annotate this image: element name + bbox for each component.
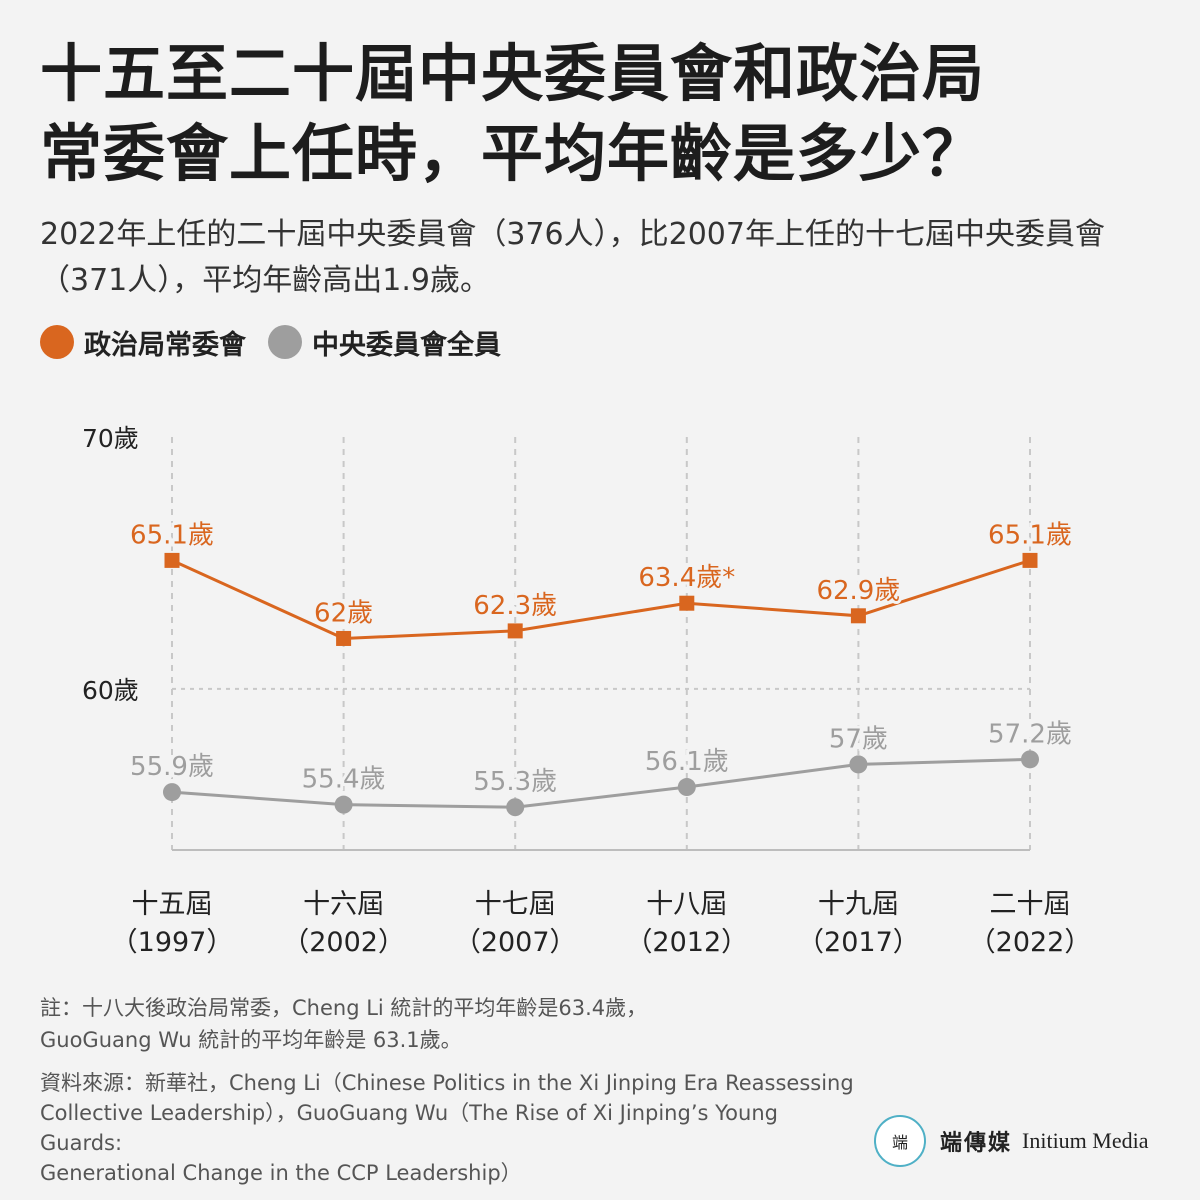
brand-name-en: Initium Media — [1022, 1128, 1149, 1153]
legend-label: 政治局常委會 — [84, 329, 246, 361]
data-label: 57歲 — [829, 724, 888, 754]
chart-subtitle: 2022年上任的二十屆中央委員會（376人），比2007年上任的十七屆中央委員會… — [40, 217, 1105, 298]
title-line-1: 十五至二十屆中央委員會和政治局 — [40, 37, 986, 110]
x-tick-label: 十九屆 — [818, 889, 899, 920]
data-point-marker — [677, 778, 696, 797]
brand: 端 端傳媒 Initium Media — [874, 1115, 1149, 1167]
footnote-line: GuoGuang Wu 統計的平均年齡是 63.1歲。 — [40, 1028, 462, 1052]
series-line — [171, 558, 1031, 640]
source-line: 資料來源：新華社，Cheng Li（Chinese Politics in th… — [40, 1071, 854, 1095]
data-point-marker — [849, 755, 868, 774]
data-label: 62.3歲 — [473, 591, 557, 621]
data-point-marker — [850, 608, 866, 624]
data-point-marker — [336, 630, 352, 646]
x-tick-label-year: （2022） — [969, 927, 1092, 958]
chart-title: 十五至二十屆中央委員會和政治局 常委會上任時，平均年齡是多少？ — [40, 34, 1160, 194]
series-line — [171, 757, 1031, 809]
legend-item-standing-committee: 政治局常委會 — [40, 323, 246, 362]
x-tick-label-year: （2002） — [282, 927, 405, 958]
data-label: 55.3歲 — [473, 767, 557, 797]
legend-dot-orange — [40, 325, 74, 359]
source-line: Generational Change in the CCP Leadershi… — [40, 1161, 522, 1185]
data-point-marker — [163, 783, 181, 802]
x-tick-label: 十八屆 — [646, 889, 727, 920]
footnote-line: 註：十八大後政治局常委，Cheng Li 統計的平均年齡是63.4歲， — [40, 996, 648, 1020]
source-note: 資料來源：新華社，Cheng Li（Chinese Politics in th… — [40, 1068, 860, 1188]
data-point-marker — [334, 795, 353, 814]
data-point-marker — [1021, 750, 1039, 769]
data-point-marker — [679, 595, 695, 611]
legend: 政治局常委會 中央委員會全員 — [40, 322, 523, 362]
x-tick-label: 十七屆 — [475, 889, 556, 920]
footnote: 註：十八大後政治局常委，Cheng Li 統計的平均年齡是63.4歲， GuoG… — [40, 992, 840, 1056]
data-label: 55.4歲 — [302, 765, 386, 795]
data-point-marker — [1022, 552, 1038, 568]
legend-label: 中央委員會全員 — [312, 329, 501, 361]
x-tick-label-year: （2012） — [625, 927, 748, 958]
data-label: 63.4歲* — [638, 563, 735, 593]
y-tick-label: 60歲 — [82, 676, 139, 705]
data-point-marker — [507, 623, 523, 639]
source-line: Collective Leadership），GuoGuang Wu（The R… — [40, 1101, 778, 1155]
x-tick-label-year: （2017） — [797, 927, 920, 958]
data-point-marker — [164, 552, 180, 568]
legend-dot-gray — [268, 325, 302, 359]
data-label: 65.1歲 — [130, 520, 214, 550]
data-label: 62歲 — [314, 598, 373, 628]
x-tick-label: 二十屆 — [990, 889, 1071, 920]
data-label: 65.1歲 — [988, 520, 1072, 550]
y-tick-label: 70歲 — [82, 424, 139, 453]
data-label: 56.1歲 — [645, 747, 729, 777]
data-label: 57.2歲 — [988, 719, 1072, 749]
data-label: 62.9歲 — [816, 576, 900, 606]
x-tick-label: 十五屆 — [132, 889, 213, 920]
brand-logo-icon: 端 — [874, 1115, 926, 1167]
x-tick-label-year: （1997） — [111, 927, 234, 958]
brand-name-cn: 端傳媒 — [940, 1130, 1013, 1156]
title-line-2: 常委會上任時，平均年齡是多少？ — [40, 117, 986, 190]
x-tick-label-year: （2007） — [454, 927, 577, 958]
x-tick-label: 十六屆 — [303, 889, 384, 920]
legend-item-central-committee: 中央委員會全員 — [268, 323, 501, 362]
data-label: 55.9歲 — [130, 752, 214, 782]
data-point-marker — [506, 798, 525, 817]
